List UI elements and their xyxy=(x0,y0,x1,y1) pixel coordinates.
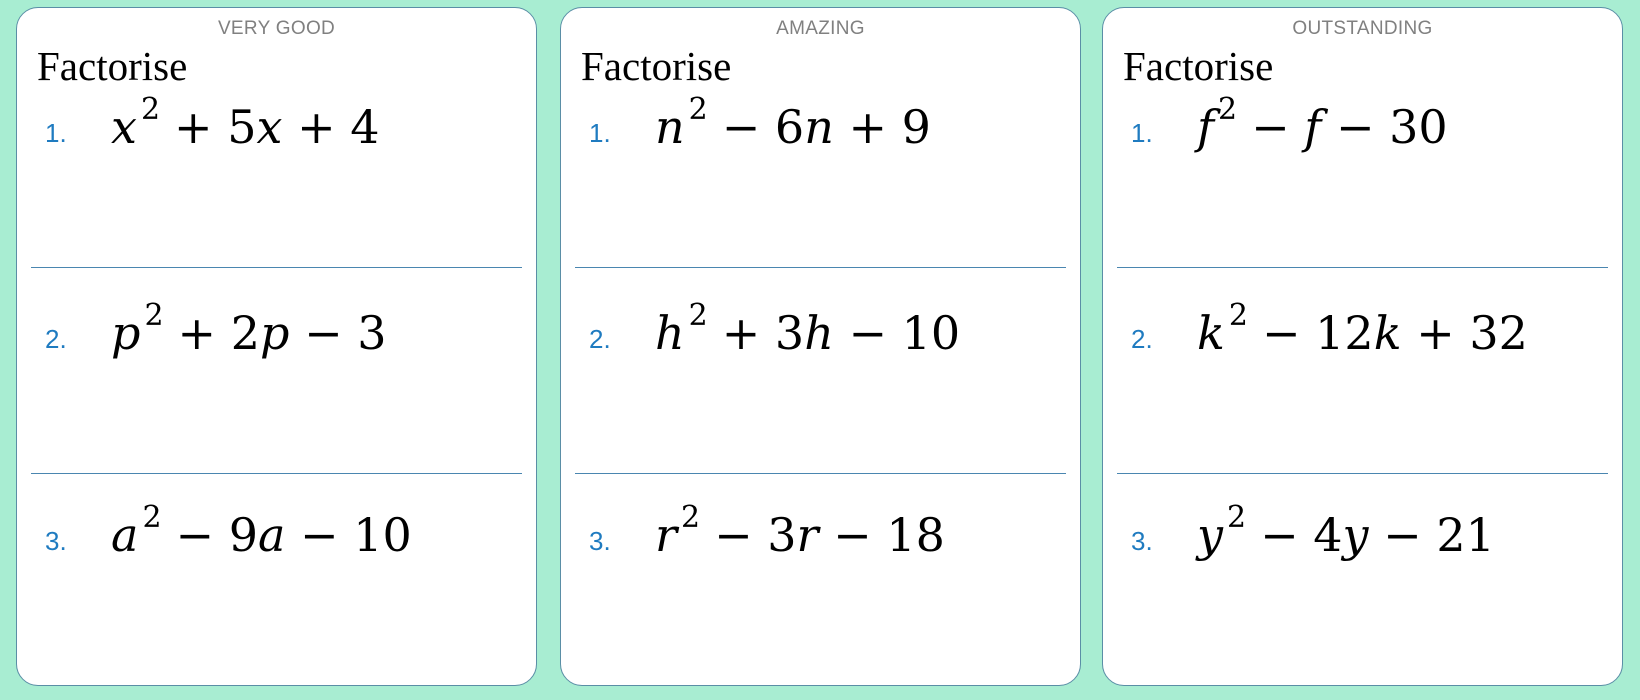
exponent: 2 xyxy=(688,298,708,333)
expression: a 2 − 9a − 10 xyxy=(111,503,412,563)
expression-rest: − f − 30 xyxy=(1251,100,1448,154)
card: AMAZING Factorise 1. n 2− 6n + 9 2. h 2 + 3h − 1… xyxy=(560,7,1081,686)
expression: r 2 − 3r − 18 xyxy=(655,503,945,563)
question-number: 3. xyxy=(1131,526,1153,556)
divider xyxy=(575,267,1066,268)
expression-rest: + 5x + 4 xyxy=(174,100,380,154)
variable: f xyxy=(1197,100,1215,154)
exponent: 2 xyxy=(140,92,161,127)
expression: k 2 − 12k + 32 xyxy=(1197,301,1528,361)
exponent: 2 xyxy=(142,500,162,535)
expression: x 2 + 5x + 4 xyxy=(111,95,380,155)
question-number: 1. xyxy=(1131,118,1153,148)
expression: y 2 − 4y − 21 xyxy=(1197,503,1495,563)
expression-rest: − 3r − 18 xyxy=(714,508,945,562)
divider xyxy=(31,267,522,268)
question-number: 3. xyxy=(45,526,67,556)
divider xyxy=(575,473,1066,474)
variable: n xyxy=(655,100,685,154)
expression-rest: + 2p − 3 xyxy=(177,306,387,360)
question-number: 1. xyxy=(589,118,611,148)
exponent: 2 xyxy=(1218,92,1238,127)
exponent: 2 xyxy=(144,298,164,333)
variable: x xyxy=(111,100,137,154)
expression-rest: + 3h − 10 xyxy=(721,306,961,360)
question-number: 1. xyxy=(45,118,67,148)
variable: a xyxy=(111,508,139,562)
variable: h xyxy=(655,306,685,360)
exponent: 2 xyxy=(1228,298,1248,333)
variable: k xyxy=(1197,306,1225,360)
card: OUTSTANDING Factorise 1. f 2− f − 30 2. k 2− 12… xyxy=(1102,7,1623,686)
expression-rest: − 12k + 32 xyxy=(1261,306,1528,360)
exponent: 2 xyxy=(681,500,701,535)
divider xyxy=(1117,267,1608,268)
variable: y xyxy=(1197,508,1223,562)
expression-rest: − 6n + 9 xyxy=(721,100,931,154)
question-number: 3. xyxy=(589,526,611,556)
heading: Factorise xyxy=(581,43,732,89)
expression: p 2 + 2p − 3 xyxy=(111,301,387,361)
expression: f 2 − f − 30 xyxy=(1197,95,1448,155)
expression-rest: − 4y − 21 xyxy=(1260,508,1495,562)
card: VERY GOOD Factorise 1. x 2 + 5x + 4 2. p 2 + 2p −… xyxy=(16,7,537,686)
divider xyxy=(1117,473,1608,474)
level-title: VERY GOOD xyxy=(217,18,336,39)
variable: r xyxy=(655,508,677,562)
exponent: 2 xyxy=(1227,500,1247,535)
question-number: 2. xyxy=(589,324,611,354)
level-title: AMAZING xyxy=(776,18,865,39)
divider xyxy=(31,473,522,474)
level-title: OUTSTANDING xyxy=(1292,18,1433,39)
question-number: 2. xyxy=(1131,324,1153,354)
expression: h 2 + 3h − 10 xyxy=(655,301,961,361)
expression-rest: − 9a − 10 xyxy=(175,508,412,562)
heading: Factorise xyxy=(37,43,188,89)
expression: n 2 − 6n + 9 xyxy=(655,95,931,155)
question-number: 2. xyxy=(45,324,67,354)
variable: p xyxy=(111,306,141,360)
heading: Factorise xyxy=(1123,43,1274,89)
exponent: 2 xyxy=(688,92,708,127)
